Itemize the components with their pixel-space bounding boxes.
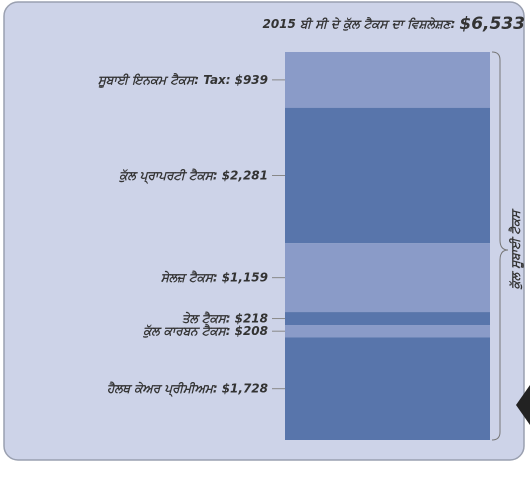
category-label: ਹੈਲਥ ਕੇਅਰ ਪ੍ਰੀਮੀਅਮ:: [107, 380, 218, 396]
value-label: $208: [235, 324, 268, 338]
category-label: ਸੂਬਾਈ ਇਨਕਮ ਟੈਕਸ: Tax:: [98, 71, 231, 87]
bar-segment: [285, 325, 490, 338]
segment-label: ਤੇਲ ਟੈਕਸ: $218: [182, 310, 268, 325]
segment-label: ਸੇਲਜ਼ ਟੈਕਸ: $1,159: [161, 269, 268, 284]
segment-label: ਹੈਲਥ ਕੇਅਰ ਪ੍ਰੀਮੀਅਮ: $1,728: [107, 380, 268, 396]
chart-title: 2015 ਬੀ ਸੀ ਦੇ ਕੁੱਲ ਟੈਕਸ ਦਾ ਵਿਸ਼ਲੇਸ਼ਣ: $6,…: [262, 14, 525, 34]
value-label: $218: [235, 311, 268, 325]
bar-segment: [285, 312, 490, 326]
category-label: ਸੇਲਜ਼ ਟੈਕਸ:: [161, 269, 218, 284]
value-label: $939: [235, 72, 268, 86]
segment-label: ਸੂਬਾਈ ਇਨਕਮ ਟੈਕਸ: Tax: $939: [98, 71, 268, 87]
bar-segment: [285, 243, 490, 313]
bar-segment: [285, 107, 490, 244]
value-label: $1,159: [222, 270, 268, 284]
category-label: ਕੁੱਲ ਪ੍ਰਾਪਰਟੀ ਟੈਕਸ:: [119, 167, 218, 183]
bracket: [491, 51, 509, 441]
decoration: [516, 385, 530, 425]
value-label: $1,728: [222, 381, 268, 395]
segment-label: ਕੁੱਲ ਪ੍ਰਾਪਰਟੀ ਟੈਕਸ: $2,281: [119, 167, 268, 183]
bracket-label: ਕੁੱਲ ਸੂਬਾਈ ਟੈਕਸ: [508, 208, 524, 290]
bar-segment: [285, 337, 490, 440]
title-text: 2015 ਬੀ ਸੀ ਦੇ ਕੁੱਲ ਟੈਕਸ ਦਾ ਵਿਸ਼ਲੇਸ਼ਣ:: [262, 16, 455, 31]
bar-segment: [285, 52, 490, 108]
value-label: $2,281: [222, 168, 268, 182]
segment-label: ਕੁੱਲ ਕਾਰਬਨ ਟੈਕਸ: $208: [143, 323, 268, 338]
total-label: $6,533: [459, 14, 525, 34]
category-label: ਤੇਲ ਟੈਕਸ:: [182, 310, 231, 325]
category-label: ਕੁੱਲ ਕਾਰਬਨ ਟੈਕਸ:: [143, 323, 231, 338]
